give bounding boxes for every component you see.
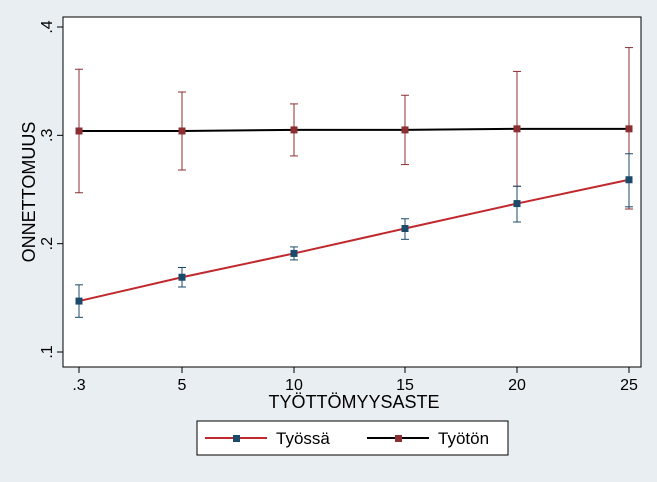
legend-label-tyoton: Työtön — [438, 429, 489, 448]
series-line — [78, 178, 630, 303]
x-tick-label: 15 — [396, 377, 414, 394]
data-point — [178, 127, 186, 135]
data-point — [290, 126, 298, 134]
y-tick-label: .4 — [39, 20, 56, 33]
x-tick-label: 25 — [620, 377, 638, 394]
data-point — [625, 125, 633, 133]
legend: Työssä Työtön — [196, 420, 509, 456]
series-tyossa — [75, 153, 633, 318]
x-tick-label: .3 — [72, 377, 85, 394]
series-line — [79, 127, 629, 132]
y-tick-label: .1 — [39, 345, 56, 358]
legend-label-tyossa: Työssä — [276, 429, 330, 448]
y-axis-title: ONNETTOMUUS — [19, 122, 39, 263]
data-point — [513, 200, 521, 208]
x-tick-label: 20 — [508, 377, 526, 394]
data-point — [625, 176, 633, 184]
data-point — [75, 127, 83, 135]
x-axis: .3 5 10 15 20 25 — [72, 367, 638, 394]
data-point — [290, 249, 298, 257]
plot-area — [62, 16, 642, 368]
series-layer — [75, 47, 633, 318]
x-axis-title: TYÖTTÖMYYSASTE — [268, 392, 439, 412]
legend-marker-tyoton — [395, 435, 402, 442]
data-point — [178, 273, 186, 281]
data-point — [401, 126, 409, 134]
series-tyoton — [75, 47, 633, 210]
legend-marker-tyossa — [233, 435, 240, 442]
data-point — [75, 297, 83, 305]
data-point — [401, 225, 409, 232]
y-tick-label: .3 — [39, 129, 56, 142]
y-tick-label: .2 — [39, 237, 56, 250]
data-point — [513, 125, 521, 133]
x-tick-label: 5 — [178, 377, 187, 394]
y-axis: .1 .2 .3 .4 — [39, 20, 63, 359]
x-tick-label: 10 — [285, 377, 303, 394]
